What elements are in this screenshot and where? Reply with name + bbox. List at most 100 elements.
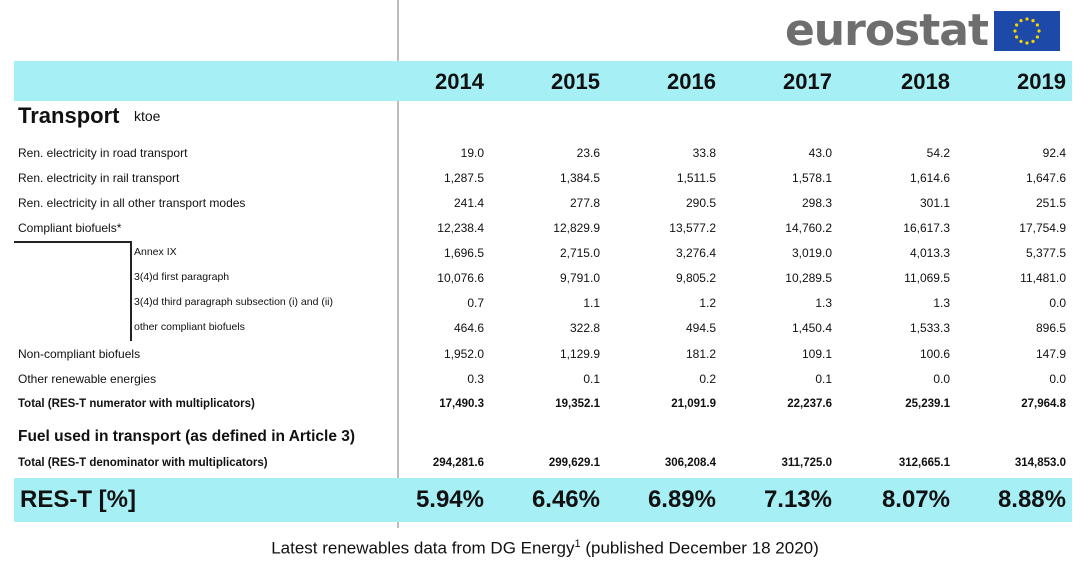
table-cell: 1,696.5 [443, 246, 484, 260]
table-cell: 10,289.5 [785, 271, 832, 285]
table-cell: 4,013.3 [909, 246, 950, 260]
table-cell: 1.2 [699, 296, 716, 310]
year-header: 2019 [1017, 69, 1066, 94]
fuel-section-title: Fuel used in transport (as defined in Ar… [18, 428, 356, 445]
star-icon [1015, 23, 1019, 27]
table-cell: 181.2 [685, 347, 716, 361]
table-cell: 0.7 [467, 296, 484, 310]
table-cell: 17,490.3 [439, 398, 484, 410]
table-cell: 27,964.8 [1021, 398, 1066, 410]
table-cell: 109.1 [801, 347, 832, 361]
table-cell: 21,091.9 [671, 398, 716, 410]
table-cell: 11,481.0 [1020, 271, 1066, 285]
denominator-cell: 311,725.0 [781, 457, 832, 469]
table-cell: 25,239.1 [905, 398, 950, 410]
star-icon [1019, 39, 1023, 43]
table-cell: 1,287.5 [443, 171, 484, 185]
table-cell: 5,377.5 [1025, 246, 1066, 260]
star-icon [1035, 35, 1039, 39]
table-cell: 19.0 [460, 146, 484, 160]
table-cell: 322.8 [569, 321, 600, 335]
table-cell: 1.3 [815, 296, 832, 310]
denominator-cell: 299,629.1 [548, 457, 600, 469]
row-label: other compliant biofuels [134, 321, 245, 333]
table-cell: 3,019.0 [791, 246, 832, 260]
table-cell: 19,352.1 [555, 398, 600, 410]
table-cell: 0.0 [1049, 296, 1066, 310]
star-icon [1031, 19, 1035, 23]
row-label: Non-compliant biofuels [18, 347, 141, 361]
table-cell: 0.1 [815, 372, 832, 386]
row-label: Annex IX [134, 246, 177, 258]
caption-suffix: (published December 18 2020) [580, 538, 819, 558]
table-cell: 298.3 [801, 196, 832, 210]
star-icon [1035, 23, 1039, 27]
table-cell: 241.4 [453, 196, 484, 210]
table-cell: 12,238.4 [437, 221, 484, 235]
denominator-cell: 314,853.0 [1014, 457, 1066, 469]
table-cell: 1,614.6 [909, 171, 950, 185]
table-cell: 301.1 [919, 196, 950, 210]
row-label: Compliant biofuels* [18, 221, 122, 235]
unit-label: ktoe [134, 108, 161, 124]
table-cell: 17,754.9 [1019, 221, 1066, 235]
table-cell: 54.2 [926, 146, 950, 160]
star-icon [1013, 29, 1017, 33]
table-cell: 0.0 [1049, 372, 1066, 386]
res-t-value: 6.46% [531, 486, 600, 513]
table-cell: 3,276.4 [675, 246, 716, 260]
table-cell: 1,511.5 [676, 171, 716, 185]
row-label: Ren. electricity in all other transport … [18, 196, 246, 210]
res-t-value: 8.07% [881, 486, 950, 513]
row-label: Ren. electricity in rail transport [18, 171, 180, 185]
star-icon [1015, 35, 1019, 39]
res-t-value: 7.13% [763, 486, 832, 513]
bracket-vertical [130, 241, 132, 341]
denominator-label: Total (RES-T denominator with multiplica… [18, 457, 268, 469]
year-header: 2015 [551, 69, 600, 94]
table-cell: 1.1 [583, 296, 600, 310]
table-cell: 277.8 [569, 196, 600, 210]
table-cell: 0.1 [583, 372, 600, 386]
res-t-label: RES-T [%] [20, 486, 136, 513]
table-cell: 494.5 [685, 321, 716, 335]
header-band [14, 61, 1072, 101]
table-cell: 100.6 [919, 347, 950, 361]
star-icon [1031, 39, 1035, 43]
year-header: 2014 [435, 69, 484, 94]
table-cell: 1,450.4 [791, 321, 832, 335]
caption-footnote-mark: 1 [574, 538, 581, 550]
res-t-band [14, 478, 1072, 522]
res-t-value: 5.94% [415, 486, 484, 513]
year-header: 2018 [901, 69, 950, 94]
table-cell: 33.8 [692, 146, 716, 160]
eu-stars-icon [1013, 17, 1041, 45]
star-icon [1019, 19, 1023, 23]
star-icon [1025, 41, 1029, 45]
table-cell: 147.9 [1035, 347, 1066, 361]
table-cell: 290.5 [685, 196, 716, 210]
table-cell: 1,578.1 [791, 171, 832, 185]
table-cell: 1,533.3 [909, 321, 950, 335]
table-cell: 9,805.2 [675, 271, 716, 285]
table-cell: 13,577.2 [669, 221, 716, 235]
denominator-cell: 294,281.6 [432, 457, 484, 469]
table-cell: 10,076.6 [437, 271, 484, 285]
table-cell: 9,791.0 [559, 271, 600, 285]
table-cell: 1,952.0 [443, 347, 484, 361]
row-label: Ren. electricity in road transport [18, 146, 188, 160]
table-cell: 251.5 [1035, 196, 1066, 210]
year-header: 2017 [783, 69, 832, 94]
res-t-value: 8.88% [997, 486, 1066, 513]
table-cell: 0.2 [699, 372, 716, 386]
table-cell: 1,384.5 [559, 171, 600, 185]
bracket-horizontal [14, 241, 132, 243]
star-icon [1037, 29, 1041, 33]
table-cell: 11,069.5 [904, 271, 950, 285]
denominator-cell: 306,208.4 [664, 457, 716, 469]
column-divider [397, 0, 399, 528]
table-cell: 0.3 [467, 372, 484, 386]
table-cell: 14,760.2 [785, 221, 832, 235]
table-cell: 92.4 [1042, 146, 1066, 160]
table-cell: 23.6 [576, 146, 600, 160]
